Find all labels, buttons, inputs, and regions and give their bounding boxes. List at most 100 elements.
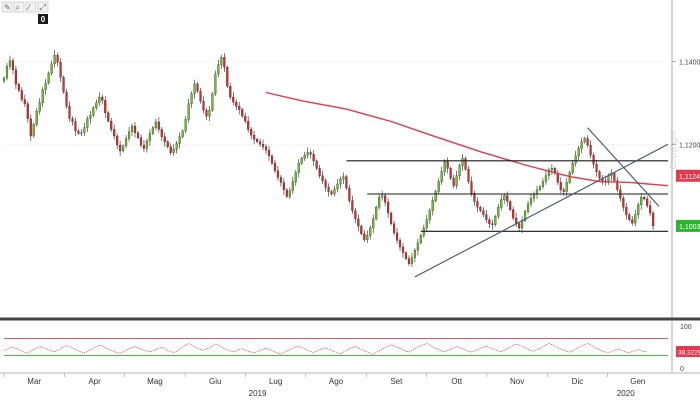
candles-layer — [2, 50, 655, 267]
candle — [205, 110, 208, 117]
candle — [113, 129, 116, 137]
candle — [14, 69, 17, 85]
candle — [178, 136, 181, 144]
candle — [214, 73, 217, 94]
candle — [151, 127, 154, 134]
svg-text:⌕: ⌕ — [16, 3, 20, 12]
candle — [348, 188, 351, 201]
month-label: Nov — [510, 377, 524, 386]
candle — [193, 83, 196, 94]
price-label-box — [676, 169, 700, 182]
candle — [247, 120, 250, 130]
candle — [136, 132, 140, 138]
candle — [479, 207, 482, 211]
oscillator-line — [3, 343, 648, 355]
candle — [401, 246, 405, 253]
candle — [220, 57, 223, 65]
candle — [217, 64, 220, 75]
candle — [199, 91, 202, 102]
candle — [500, 199, 503, 208]
candle — [166, 141, 169, 147]
candle — [497, 207, 500, 217]
candle — [253, 135, 256, 140]
resize-icon[interactable] — [37, 1, 49, 13]
candle — [59, 62, 62, 78]
candle — [628, 214, 631, 220]
candle — [35, 110, 38, 125]
candle — [428, 210, 431, 220]
candle — [378, 197, 381, 208]
candle — [303, 154, 306, 159]
candle — [395, 232, 399, 241]
candle — [315, 160, 318, 169]
candle — [637, 204, 640, 215]
candle — [598, 171, 601, 179]
candle — [250, 129, 253, 136]
candle — [509, 201, 512, 210]
candle — [74, 121, 77, 132]
candle — [646, 198, 649, 206]
candle — [458, 165, 461, 176]
candle — [333, 188, 336, 195]
candle — [321, 175, 324, 181]
candle — [398, 240, 402, 248]
oscillator-panel: 100 0 38,3229 — [3, 324, 700, 373]
candle — [297, 163, 300, 173]
edit-icon[interactable] — [25, 1, 37, 13]
candle — [309, 152, 312, 155]
candle — [607, 175, 610, 181]
candle — [190, 93, 193, 104]
candle — [187, 103, 190, 120]
candle — [616, 180, 619, 191]
candle — [241, 109, 244, 117]
month-label: Set — [390, 377, 403, 386]
candle — [577, 148, 580, 157]
candle — [163, 136, 166, 142]
candle — [467, 168, 470, 182]
candle — [86, 118, 89, 128]
candle — [154, 121, 157, 128]
svg-text:⁄: ⁄ — [26, 3, 31, 12]
candle — [571, 163, 574, 173]
candle — [26, 103, 29, 119]
candle — [232, 96, 235, 103]
candle — [89, 115, 92, 119]
candle — [11, 60, 15, 70]
candle — [71, 118, 74, 122]
candle — [580, 141, 583, 149]
candle — [264, 146, 268, 151]
month-label: Mar — [27, 377, 41, 386]
pencil-icon[interactable] — [1, 1, 13, 13]
moving-average-layer — [265, 91, 669, 187]
candle — [104, 100, 107, 113]
candle — [538, 186, 542, 191]
candle — [437, 181, 440, 192]
candle — [652, 212, 655, 227]
candle — [390, 212, 393, 224]
candle — [291, 181, 294, 191]
badge[interactable] — [38, 14, 48, 24]
candle — [518, 223, 521, 229]
candle — [354, 210, 357, 220]
candle — [512, 209, 515, 219]
candle — [235, 101, 238, 107]
candle — [375, 207, 378, 220]
candle — [568, 172, 571, 183]
candle — [172, 149, 175, 153]
month-label: Lug — [269, 377, 282, 386]
candle — [413, 250, 416, 258]
candle — [208, 110, 211, 117]
candle — [244, 115, 247, 122]
candle — [622, 197, 625, 208]
candle — [336, 183, 339, 190]
candle — [53, 55, 56, 65]
candle — [524, 211, 527, 221]
candle — [41, 89, 44, 104]
candle — [446, 161, 449, 169]
candle — [550, 168, 553, 171]
candle — [256, 139, 259, 142]
candle — [83, 127, 86, 133]
candle — [586, 138, 589, 146]
magnifier-icon[interactable] — [13, 1, 25, 13]
candle — [202, 101, 205, 111]
